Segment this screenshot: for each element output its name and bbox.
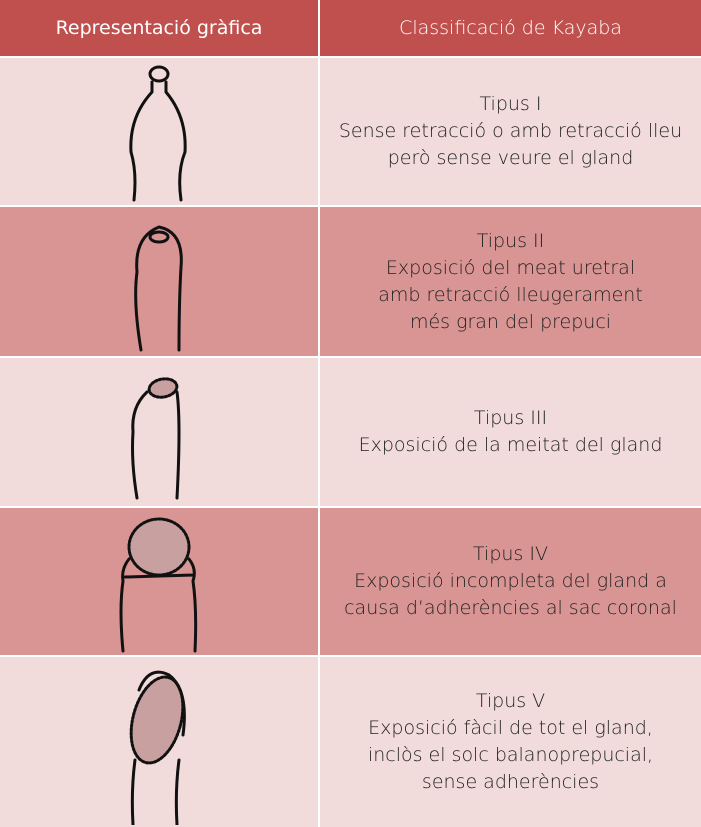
drawing bbox=[129, 670, 186, 825]
table-row: Tipus V Exposició fàcil de tot el gland,… bbox=[0, 657, 701, 827]
text-line: sense adherències bbox=[421, 771, 600, 793]
drawing-cell bbox=[0, 508, 320, 655]
drawing-cell bbox=[0, 657, 320, 827]
type-title: Tipus I bbox=[479, 93, 542, 115]
text-line: Exposició de la meitat del gland bbox=[358, 434, 663, 456]
table-row: Tipus III Exposició de la meitat del gla… bbox=[0, 358, 701, 508]
table-row: Tipus II Exposició del meat uretral amb … bbox=[0, 207, 701, 358]
drawing bbox=[131, 377, 181, 500]
type-title: Tipus V bbox=[475, 690, 546, 712]
drawing bbox=[119, 517, 198, 653]
text-line: Exposició incompleta del gland a bbox=[354, 570, 667, 592]
text-line: Sense retracció o amb retracció lleu bbox=[338, 120, 683, 142]
header-row: Representació gràfica Classificació de K… bbox=[0, 0, 701, 58]
text-line: Exposició fàcil de tot el gland, bbox=[368, 717, 653, 739]
text-line: Exposició del meat uretral bbox=[385, 256, 636, 279]
text-line: però sense veure el gland bbox=[387, 147, 634, 169]
type-title: Tipus IV bbox=[473, 543, 548, 565]
drawing bbox=[129, 65, 187, 201]
type-title: Tipus III bbox=[473, 407, 548, 429]
table-row: Tipus IV Exposició incompleta del gland … bbox=[0, 508, 701, 657]
text-line: més gran del prepuci bbox=[409, 310, 612, 333]
drawing-cell bbox=[0, 58, 320, 205]
text-line: amb retracció lleugerament bbox=[378, 283, 643, 306]
text-cell: Tipus II Exposició del meat uretral amb … bbox=[320, 207, 701, 356]
type-title: Tipus II bbox=[476, 229, 545, 252]
drawing bbox=[134, 224, 183, 351]
text-cell: Tipus I Sense retracció o amb retracció … bbox=[320, 58, 701, 205]
text-cell: Tipus V Exposició fàcil de tot el gland,… bbox=[320, 657, 701, 827]
drawing-cell bbox=[0, 207, 320, 356]
drawing-cell bbox=[0, 358, 320, 506]
text-cell: Tipus IV Exposició incompleta del gland … bbox=[320, 508, 701, 655]
table-row: Tipus I Sense retracció o amb retracció … bbox=[0, 58, 701, 207]
text-cell: Tipus III Exposició de la meitat del gla… bbox=[320, 358, 701, 506]
header-cell: Classificació de Kayaba bbox=[399, 16, 622, 39]
text-line: causa d’adherències al sac coronal bbox=[344, 597, 677, 619]
text-line: inclòs el solc balanoprepucial, bbox=[367, 744, 654, 766]
header-cell: Representació gràfica bbox=[0, 0, 320, 56]
